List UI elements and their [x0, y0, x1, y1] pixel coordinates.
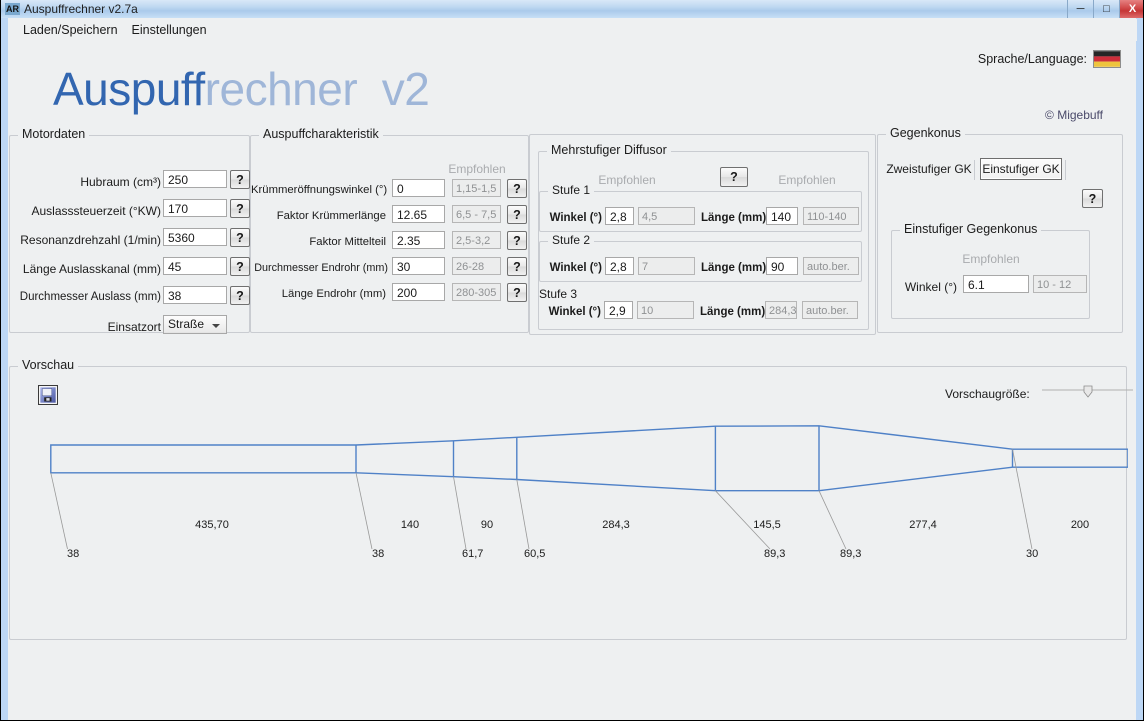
svg-text:90: 90	[481, 519, 493, 531]
svg-text:435,70: 435,70	[195, 519, 229, 531]
svg-text:89,3: 89,3	[840, 548, 861, 560]
svg-text:38: 38	[67, 548, 79, 560]
svg-text:145,5: 145,5	[753, 519, 781, 531]
svg-text:60,5: 60,5	[524, 548, 545, 560]
svg-text:89,3: 89,3	[764, 548, 785, 560]
svg-text:140: 140	[401, 519, 419, 531]
svg-text:38: 38	[372, 548, 384, 560]
svg-text:30: 30	[1026, 548, 1038, 560]
svg-text:61,7: 61,7	[462, 548, 483, 560]
svg-text:200: 200	[1071, 519, 1089, 531]
svg-text:284,3: 284,3	[602, 519, 630, 531]
svg-text:277,4: 277,4	[909, 519, 937, 531]
